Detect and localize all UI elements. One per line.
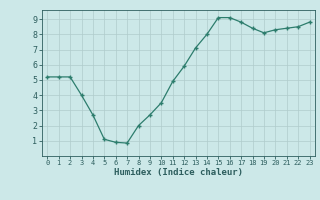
X-axis label: Humidex (Indice chaleur): Humidex (Indice chaleur) <box>114 168 243 177</box>
